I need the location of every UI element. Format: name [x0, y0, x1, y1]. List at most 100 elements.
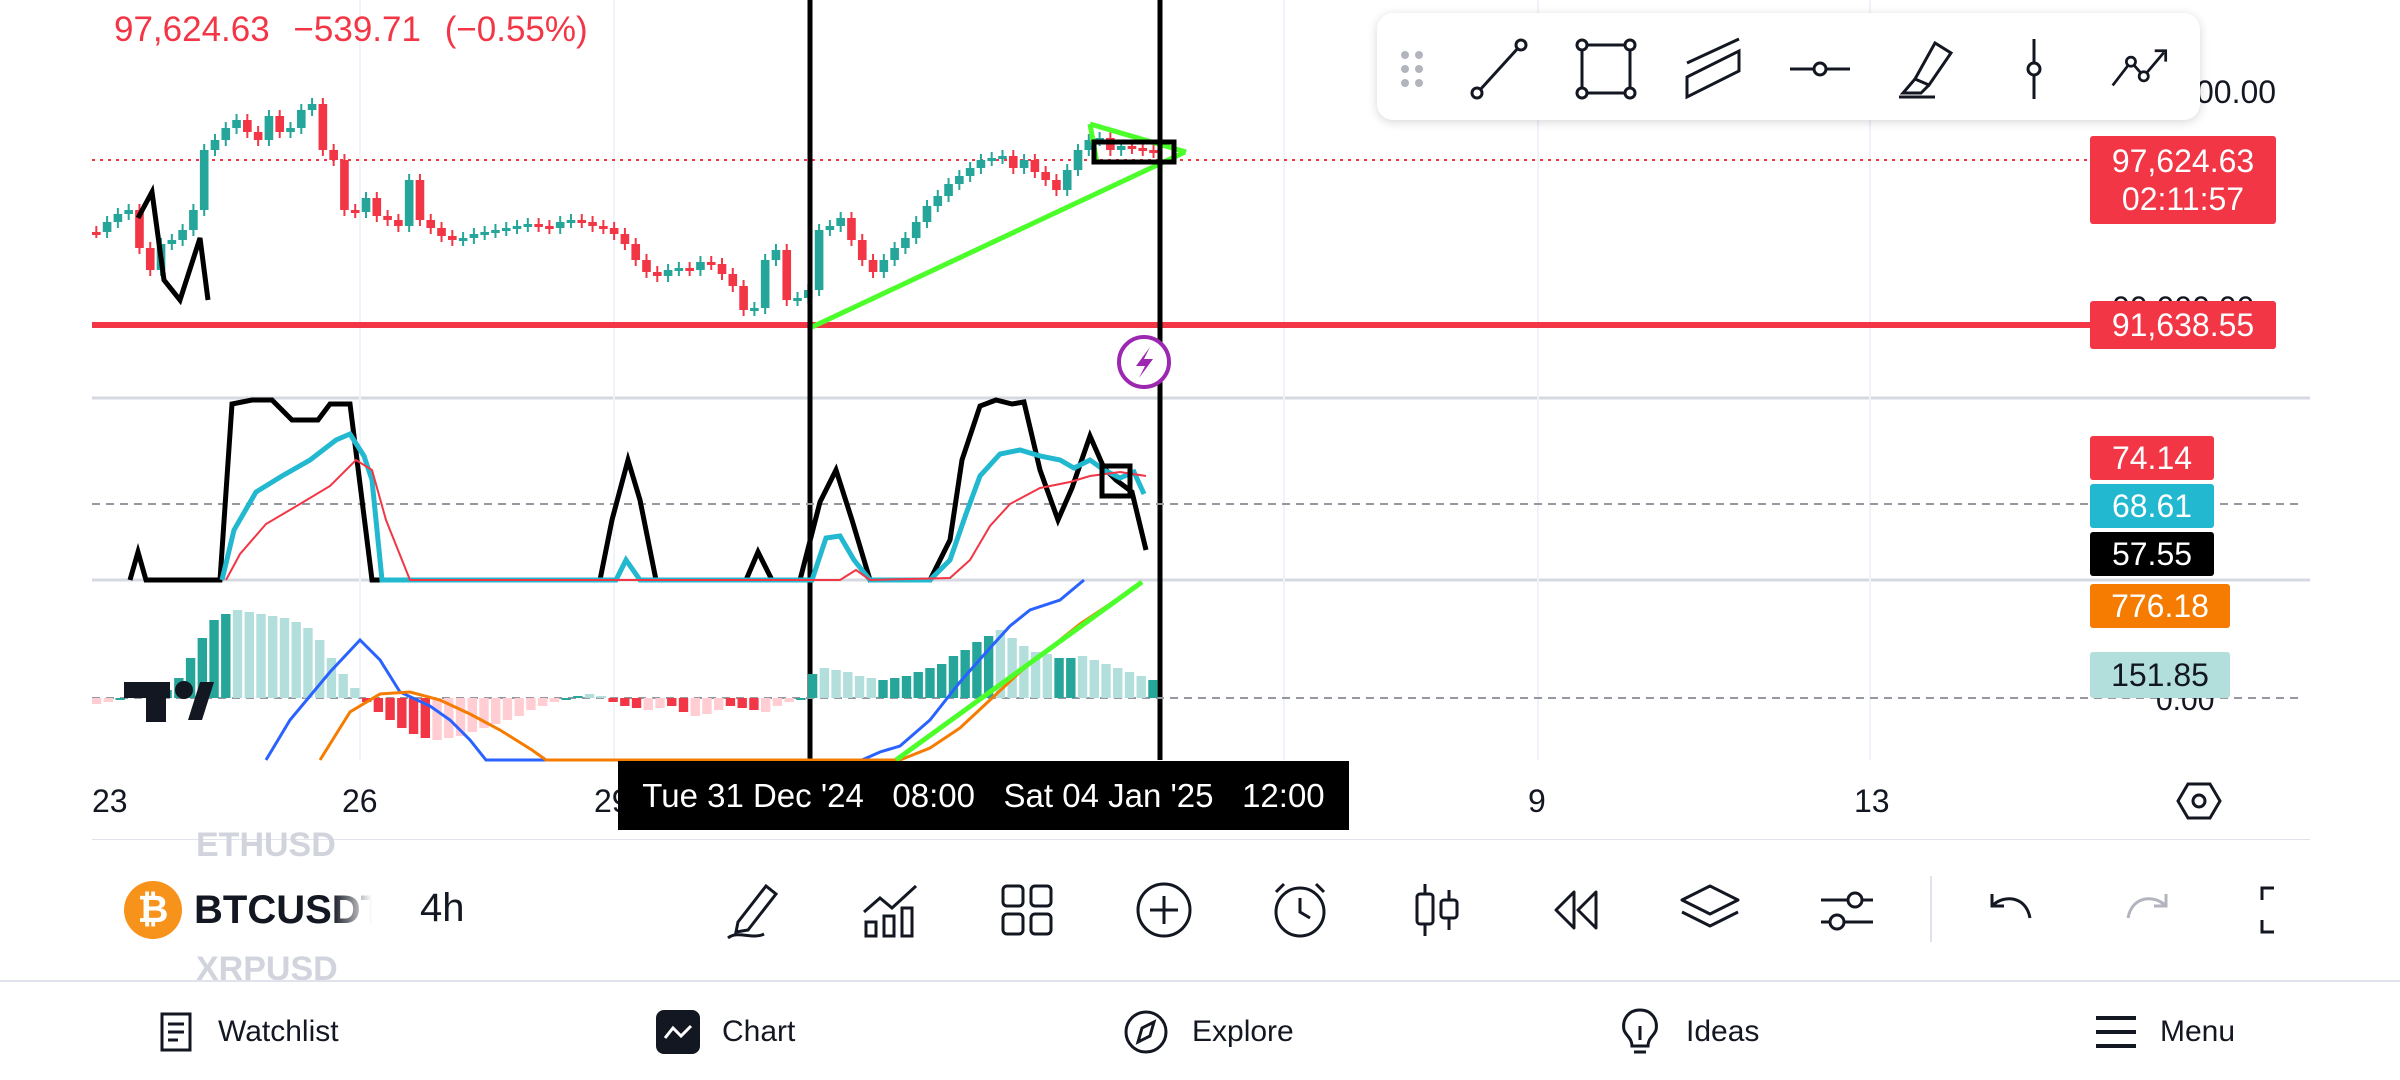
vertical-line-icon[interactable]: [2002, 37, 2066, 101]
current-price-value: 97,624.63: [2111, 143, 2255, 179]
add-icon[interactable]: [1124, 870, 1204, 950]
replay-icon[interactable]: [1534, 870, 1614, 950]
object-tree-icon[interactable]: [1670, 870, 1750, 950]
candle-body: [448, 236, 457, 240]
settings-sliders-icon[interactable]: [1807, 870, 1887, 950]
price-axis-top-label: 00.00: [2196, 74, 2277, 110]
candle-body: [739, 286, 748, 310]
candle-body: [286, 128, 295, 132]
macd-histogram-bar: [749, 698, 759, 710]
candle-type-icon[interactable]: [1397, 870, 1477, 950]
candle-body: [167, 240, 177, 244]
candle-body: [922, 206, 932, 222]
macd-histogram-bar: [901, 676, 912, 698]
macd-histogram-bar: [303, 628, 313, 698]
candle-body: [480, 232, 489, 235]
candle-body: [577, 220, 587, 223]
macd-histogram-bar: [256, 614, 266, 698]
candle-body: [1138, 148, 1148, 151]
macd-histogram-bar: [1101, 664, 1111, 698]
macd-drawn-line[interactable]: [894, 579, 1144, 763]
drawn-zigzag[interactable]: [135, 184, 211, 306]
triangle-pattern[interactable]: [810, 121, 1187, 330]
chart-canvas[interactable]: [0, 0, 2400, 840]
rsi-black-value: 57.55: [2111, 535, 2193, 572]
nav-menu[interactable]: Menu: [2094, 982, 2235, 1080]
timeframe-button[interactable]: 4h: [420, 886, 465, 930]
nav-ideas[interactable]: Ideas: [1616, 982, 1759, 1080]
watchlist-icon: [160, 1012, 192, 1052]
axis-settings-icon[interactable]: [2176, 781, 2222, 821]
rectangle-icon[interactable]: [1574, 37, 1638, 101]
macd-histogram-bar: [1124, 672, 1135, 698]
indicators-icon[interactable]: [850, 870, 930, 950]
rsi-red-value: 74.14: [2111, 439, 2193, 476]
candle-body: [685, 268, 694, 271]
macd-histogram-bar: [361, 698, 372, 702]
candle-body: [383, 216, 392, 220]
macd-histogram-bar: [819, 668, 830, 698]
symbol-selector[interactable]: ₿ BTCUSDT: [124, 870, 372, 950]
candle-body: [145, 248, 155, 270]
macd-histogram-bar: [831, 670, 841, 698]
nav-watchlist[interactable]: Watchlist: [156, 982, 339, 1080]
rsi-cyan-line: [219, 430, 1147, 583]
layouts-icon[interactable]: [987, 870, 1067, 950]
candle-body: [350, 210, 360, 213]
candle-body: [329, 150, 338, 160]
path-icon[interactable]: [2109, 37, 2173, 101]
x-axis-label: 26: [342, 783, 378, 819]
compass-icon: [1124, 1010, 1168, 1054]
macd-histogram-bar: [866, 678, 876, 698]
macd-histogram-bar: [655, 698, 665, 708]
candle-body: [135, 210, 144, 248]
candle-body: [210, 140, 220, 150]
highlighter-icon[interactable]: [1895, 37, 1959, 101]
alert-clock-icon[interactable]: [1260, 870, 1340, 950]
bottom-navigation: Watchlist Chart Explore Ideas Menu: [0, 980, 2400, 1080]
trend-line-icon[interactable]: [1467, 37, 1531, 101]
drag-handle-icon[interactable]: [1397, 49, 1427, 89]
nav-chart[interactable]: Chart: [656, 982, 795, 1080]
fullscreen-icon[interactable]: [2244, 870, 2324, 950]
candle-body: [318, 104, 328, 150]
macd-histogram-bar: [725, 698, 736, 706]
macd-histogram-bar: [232, 610, 243, 698]
macd-histogram-bar: [643, 698, 653, 710]
macd-histogram-bar: [937, 664, 947, 698]
candle-body: [189, 210, 198, 230]
macd-histogram-bar: [279, 618, 290, 698]
candle-body: [857, 240, 867, 260]
nav-watchlist-label: Watchlist: [218, 1015, 339, 1048]
candle-body: [523, 224, 533, 227]
drawing-tools-icon[interactable]: [714, 870, 794, 950]
candle-body: [340, 160, 349, 210]
candle-body: [372, 198, 382, 216]
macd-histogram-bar: [491, 698, 501, 724]
macd-histogram-bar: [314, 640, 325, 698]
macd-histogram-bar: [1042, 654, 1053, 698]
parallel-channel-icon[interactable]: [1681, 37, 1745, 101]
selection-rectangle[interactable]: [1091, 139, 1177, 165]
candle-body: [588, 222, 597, 226]
candle-body: [534, 224, 543, 227]
macd-histogram-bar: [514, 698, 524, 716]
macd-histogram-bar: [526, 698, 536, 710]
candle-body: [512, 226, 522, 229]
horizontal-ray-icon[interactable]: [1788, 37, 1852, 101]
rsi-drawn-box[interactable]: [1099, 463, 1133, 499]
redo-icon[interactable]: [2108, 870, 2188, 950]
candle-body: [253, 132, 263, 140]
macd-histogram-bar: [667, 698, 677, 706]
macd-hist-value: 151.85: [2111, 656, 2209, 693]
nav-explore-label: Explore: [1192, 1015, 1294, 1048]
alert-bolt-icon[interactable]: [1117, 335, 1171, 389]
macd-histogram-bar: [890, 678, 900, 698]
candle-body: [1008, 156, 1018, 168]
candle-body: [717, 264, 727, 274]
undo-icon[interactable]: [1970, 870, 2050, 950]
rsi-red-line: [225, 458, 1147, 582]
candle-body: [1116, 146, 1126, 150]
nav-explore[interactable]: Explore: [1122, 982, 1294, 1080]
